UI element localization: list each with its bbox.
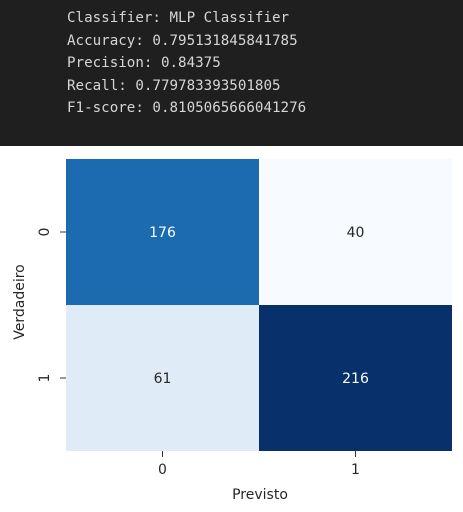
y-tick-label-1: 1 [37,374,53,383]
classifier-line: Classifier: MLP Classifier [67,10,290,26]
cell-output: Classifier: MLP Classifier Accuracy: 0.7… [0,0,463,146]
heatmap-cell-0-1 [259,159,452,305]
x-tick-label-0: 0 [158,462,167,478]
f1-score-line: F1-score: 0.8105065666041276 [67,100,307,116]
accuracy-line: Accuracy: 0.795131845841785 [67,32,298,49]
cell-value-0-0: 176 [149,225,176,241]
y-axis-label: Verdadeiro [12,264,28,339]
confusion-matrix-heatmap: 176 40 61 216 0 1 0 1 Previsto Verdadeiro [12,159,452,503]
precision-line: Precision: 0.84375 [67,55,221,71]
heatmap-cell-0-0 [66,159,259,305]
cell-value-1-1: 216 [342,371,369,387]
heatmap-cell-1-1 [259,305,452,451]
y-tick-label-0: 0 [37,228,53,237]
cell-value-0-1: 40 [347,225,365,241]
cell-value-1-0: 61 [154,371,172,387]
x-tick-label-1: 1 [351,462,360,478]
heatmap-cell-1-0 [66,305,259,451]
x-axis-label: Previsto [232,487,288,503]
recall-line: Recall: 0.779783393501805 [67,77,281,94]
